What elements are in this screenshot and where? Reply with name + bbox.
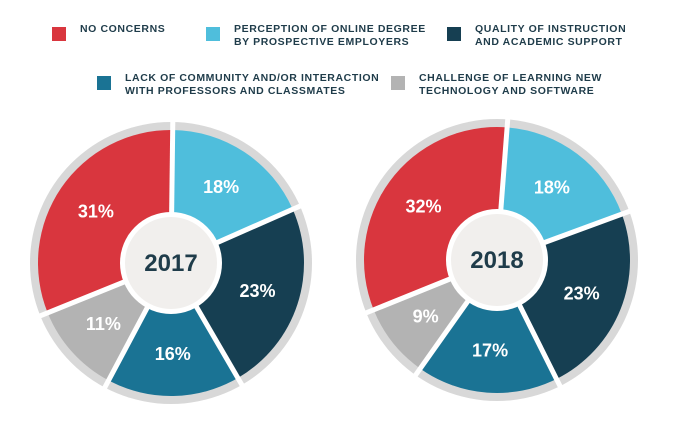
legend-item-technology: CHALLENGE OF LEARNING NEW TECHNOLOGY AND… — [391, 72, 602, 98]
legend-label: NO CONCERNS — [80, 23, 166, 35]
legend-swatch — [206, 27, 220, 41]
pie-year-label: 2018 — [470, 247, 523, 274]
legend-label: CHALLENGE OF LEARNING NEW TECHNOLOGY AND… — [419, 72, 602, 97]
pie-year-label: 2017 — [144, 250, 197, 277]
pie-data-label: 23% — [564, 284, 600, 304]
pie-slice-community — [420, 260, 557, 393]
legend-item-community: LACK OF COMMUNITY AND/OR INTERACTION WIT… — [97, 72, 379, 98]
pie-data-label: 31% — [78, 202, 114, 222]
pie-center — [125, 217, 217, 309]
legend-swatch — [97, 76, 111, 90]
pie-data-label: 16% — [155, 344, 191, 364]
legend-label: PERCEPTION OF ONLINE DEGREE BY PROSPECTI… — [234, 23, 426, 48]
pie-data-label: 32% — [406, 196, 442, 216]
pie-data-label: 18% — [534, 177, 570, 197]
legend-swatch — [391, 76, 405, 90]
legend-item-no-concerns: NO CONCERNS — [52, 23, 165, 41]
pie-data-label: 23% — [240, 281, 276, 301]
legend-item-perception: PERCEPTION OF ONLINE DEGREE BY PROSPECTI… — [206, 23, 426, 49]
legend-label: QUALITY OF INSTRUCTION AND ACADEMIC SUPP… — [475, 23, 627, 48]
pie-slice-community — [108, 263, 238, 397]
pie-data-label: 17% — [472, 341, 508, 361]
pie-center — [451, 214, 543, 306]
legend-swatch — [52, 27, 66, 41]
pie-data-label: 11% — [86, 314, 121, 334]
legend-label: LACK OF COMMUNITY AND/OR INTERACTION WIT… — [125, 72, 380, 97]
legend-item-quality: QUALITY OF INSTRUCTION AND ACADEMIC SUPP… — [447, 23, 626, 49]
pie-data-label: 18% — [203, 177, 239, 197]
pie-data-label: 9% — [413, 306, 439, 326]
legend-swatch — [447, 27, 461, 41]
